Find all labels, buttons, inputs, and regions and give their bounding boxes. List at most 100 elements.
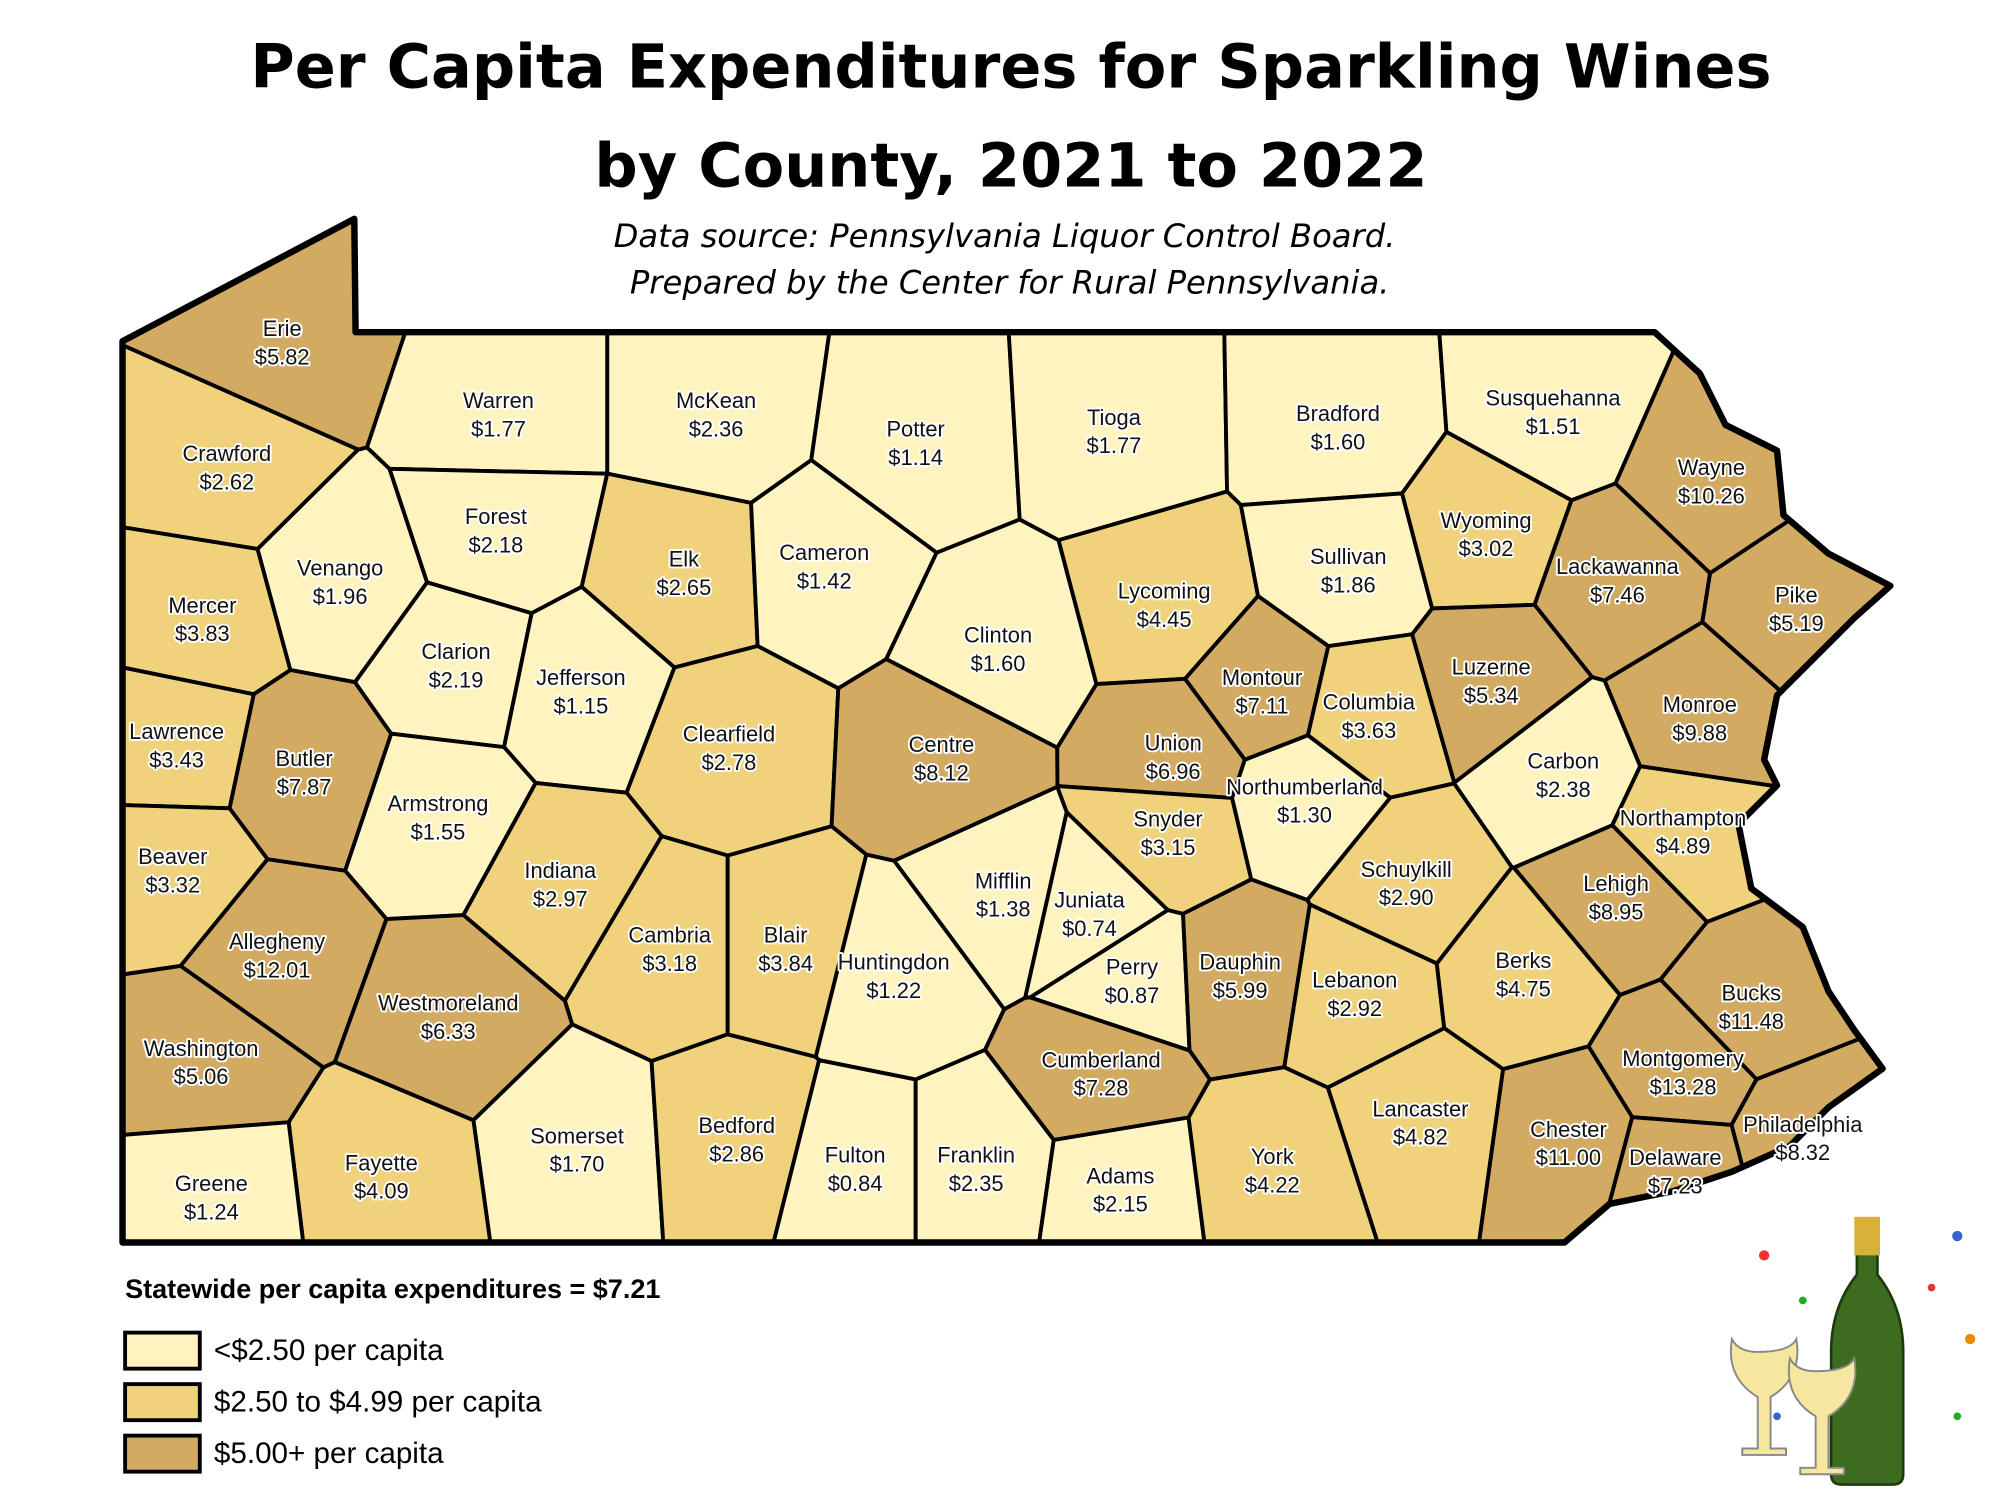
county-value: $8.95 [1589, 899, 1644, 924]
county-name: Clinton [964, 622, 1032, 647]
legend-label: $2.50 to $4.99 per capita [214, 1385, 542, 1418]
county-value: $2.97 [533, 886, 588, 911]
county-name: Tioga [1087, 405, 1142, 430]
county-value: $1.51 [1526, 414, 1581, 439]
county-name: Allegheny [229, 929, 325, 954]
county-name: Franklin [937, 1143, 1015, 1168]
county-name: Jefferson [536, 665, 626, 690]
county-name: Huntingdon [838, 950, 950, 975]
county-name: Potter [886, 416, 944, 441]
county-name: Northumberland [1226, 774, 1383, 799]
county-value: $0.87 [1105, 983, 1160, 1008]
county-value: $7.11 [1235, 693, 1288, 718]
county-name: Venango [297, 556, 383, 581]
county-name: Fayette [345, 1150, 418, 1175]
legend-swatch [123, 1382, 202, 1423]
county-name: Carbon [1527, 749, 1599, 774]
county-value: $1.55 [411, 819, 466, 844]
county-name: Elk [669, 547, 699, 572]
county-name: Susquehanna [1485, 386, 1621, 411]
county-name: Mercer [168, 593, 236, 618]
county-name: McKean [676, 388, 756, 413]
county-name: Armstrong [388, 791, 489, 816]
county-name: Delaware [1629, 1145, 1721, 1170]
county-name: Lackawanna [1556, 554, 1680, 579]
county-name: Clarion [421, 639, 490, 664]
county-value: $1.42 [797, 568, 852, 593]
county-name: Cumberland [1041, 1047, 1160, 1072]
county-value: $5.06 [174, 1064, 229, 1089]
county-value: $9.88 [1672, 720, 1727, 745]
county-value: $4.82 [1393, 1125, 1448, 1150]
county-name: Crawford [182, 441, 271, 466]
county-value: $1.60 [1311, 429, 1366, 454]
champagne-illustration [1730, 1216, 1976, 1486]
county-value: $3.83 [175, 621, 230, 646]
subtitle-line: Data source: Pennsylvania Liquor Control… [614, 217, 1396, 255]
county-value: $10.26 [1678, 483, 1745, 508]
county-name: Fulton [825, 1143, 886, 1168]
county-value: $7.46 [1590, 583, 1645, 608]
county-value: $2.90 [1379, 885, 1434, 910]
county-name: Adams [1086, 1163, 1154, 1188]
county-labels: Erie $5.82 Crawford $2.62 Warren $1.77 McKean $… [127, 314, 1865, 1226]
county-name: Wayne [1678, 455, 1745, 480]
county-value: $2.38 [1536, 777, 1591, 802]
legend: <$2.50 per capita $2.50 to $4.99 per capi… [123, 1330, 542, 1474]
county-name: Centre [909, 732, 975, 757]
county-value: $1.38 [976, 897, 1031, 922]
county-name: Bedford [698, 1113, 775, 1138]
county-value: $1.60 [971, 651, 1026, 676]
county-name: Cameron [779, 540, 869, 565]
county-name: Westmoreland [378, 991, 519, 1016]
county-value: $3.32 [145, 872, 200, 897]
county-value: $5.99 [1213, 978, 1268, 1003]
county-value: $1.15 [554, 693, 609, 718]
county-value: $3.43 [149, 747, 204, 772]
county-value: $5.82 [255, 344, 310, 369]
county-value: $6.33 [421, 1019, 476, 1044]
county-name: Montour [1222, 665, 1302, 690]
county-value: $1.24 [184, 1199, 239, 1224]
county-value: $0.74 [1062, 916, 1117, 941]
county-value: $1.86 [1321, 572, 1376, 597]
title-line: by County, 2021 to 2022 [594, 132, 1427, 202]
county-value: $7.23 [1648, 1174, 1703, 1199]
county-value: $8.32 [1775, 1140, 1830, 1165]
county-name: Greene [175, 1171, 248, 1196]
county-value: $2.86 [709, 1141, 764, 1166]
county-value: $3.18 [642, 951, 697, 976]
county-value: $1.96 [313, 584, 368, 609]
county-value: $3.15 [1141, 835, 1196, 860]
county-value: $1.77 [471, 416, 526, 441]
county-name: Warren [463, 388, 534, 413]
county-value: $3.02 [1459, 536, 1514, 561]
county-value: $4.75 [1496, 977, 1551, 1002]
counties [119, 215, 1894, 1246]
county-name: Indiana [524, 858, 597, 883]
county-value: $2.18 [469, 532, 524, 557]
county-name: Cambria [628, 922, 711, 947]
county-value: $12.01 [244, 957, 311, 982]
county-name: Union [1145, 731, 1202, 756]
county-value: $2.19 [429, 668, 484, 693]
county-value: $2.35 [949, 1171, 1004, 1196]
legend-label: <$2.50 per capita [214, 1334, 444, 1367]
county-value: $2.36 [689, 416, 744, 441]
county-name: Schuylkill [1361, 857, 1452, 882]
county-name: Lycoming [1118, 579, 1211, 604]
legend-label: $5.00+ per capita [214, 1437, 444, 1470]
county-value: $3.84 [758, 951, 813, 976]
county-name: Bucks [1721, 980, 1781, 1005]
county-name: Beaver [138, 844, 207, 869]
county-value: $1.14 [888, 445, 943, 470]
county-value: $4.45 [1137, 607, 1192, 632]
county-name: Northampton [1620, 805, 1746, 830]
county-name: Dauphin [1199, 950, 1281, 975]
county-name: Erie [263, 316, 302, 341]
county-name: Sullivan [1310, 544, 1387, 569]
county-value: $4.22 [1245, 1172, 1300, 1197]
county-name: York [1251, 1144, 1294, 1169]
county-value: $11.48 [1719, 1009, 1784, 1034]
